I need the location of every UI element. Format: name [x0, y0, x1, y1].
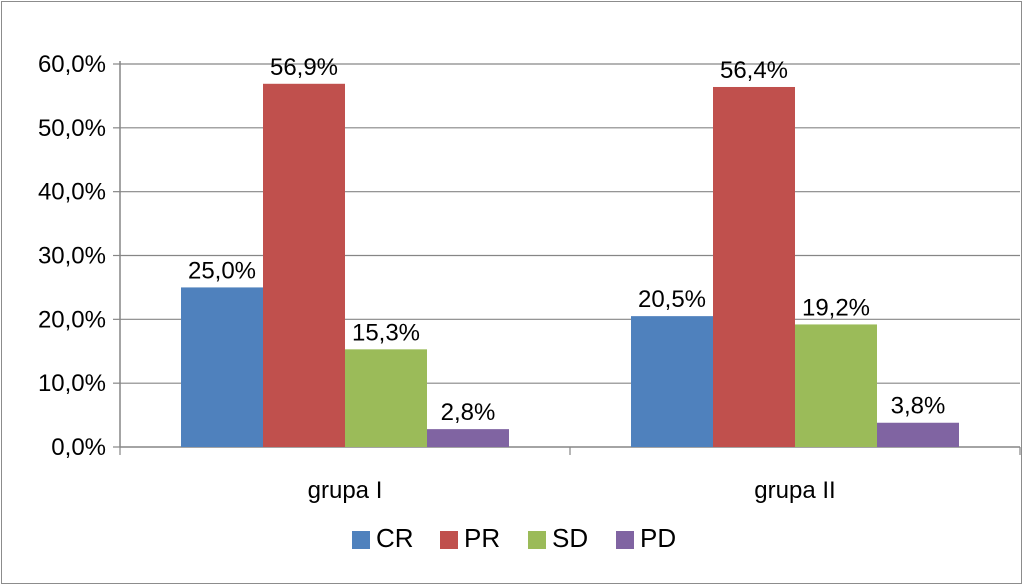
y-tick-label: 40,0%	[38, 179, 106, 206]
y-tick-label: 50,0%	[38, 115, 106, 142]
legend-swatch-pr	[440, 531, 458, 549]
category-label: grupa II	[754, 477, 835, 504]
legend-swatch-cr	[352, 531, 370, 549]
legend-label: CR	[376, 523, 414, 553]
bar-cr	[181, 287, 263, 447]
data-label: 25,0%	[188, 257, 256, 284]
data-label: 15,3%	[352, 319, 420, 346]
data-label: 56,4%	[720, 57, 788, 84]
y-tick-label: 10,0%	[38, 370, 106, 397]
bar-sd	[795, 324, 877, 447]
legend-label: SD	[552, 523, 588, 553]
data-label: 56,9%	[270, 54, 338, 81]
y-tick-label: 20,0%	[38, 306, 106, 333]
data-label: 3,8%	[891, 393, 946, 420]
legend-label: PR	[464, 523, 500, 553]
bar-sd	[345, 349, 427, 447]
bar-pr	[713, 86, 795, 447]
bar-pd	[877, 422, 959, 447]
y-tick-label: 0,0%	[51, 434, 106, 461]
bar-pd	[427, 429, 509, 447]
bar-cr	[631, 316, 713, 447]
category-label: grupa I	[308, 477, 383, 504]
legend-swatch-pd	[616, 531, 634, 549]
bar-pr	[263, 83, 345, 447]
y-tick-label: 60,0%	[38, 51, 106, 78]
legend-swatch-sd	[528, 531, 546, 549]
y-tick-label: 30,0%	[38, 243, 106, 270]
legend-label: PD	[640, 523, 676, 553]
data-label: 20,5%	[638, 286, 706, 313]
data-label: 2,8%	[441, 399, 496, 426]
data-label: 19,2%	[802, 294, 870, 321]
